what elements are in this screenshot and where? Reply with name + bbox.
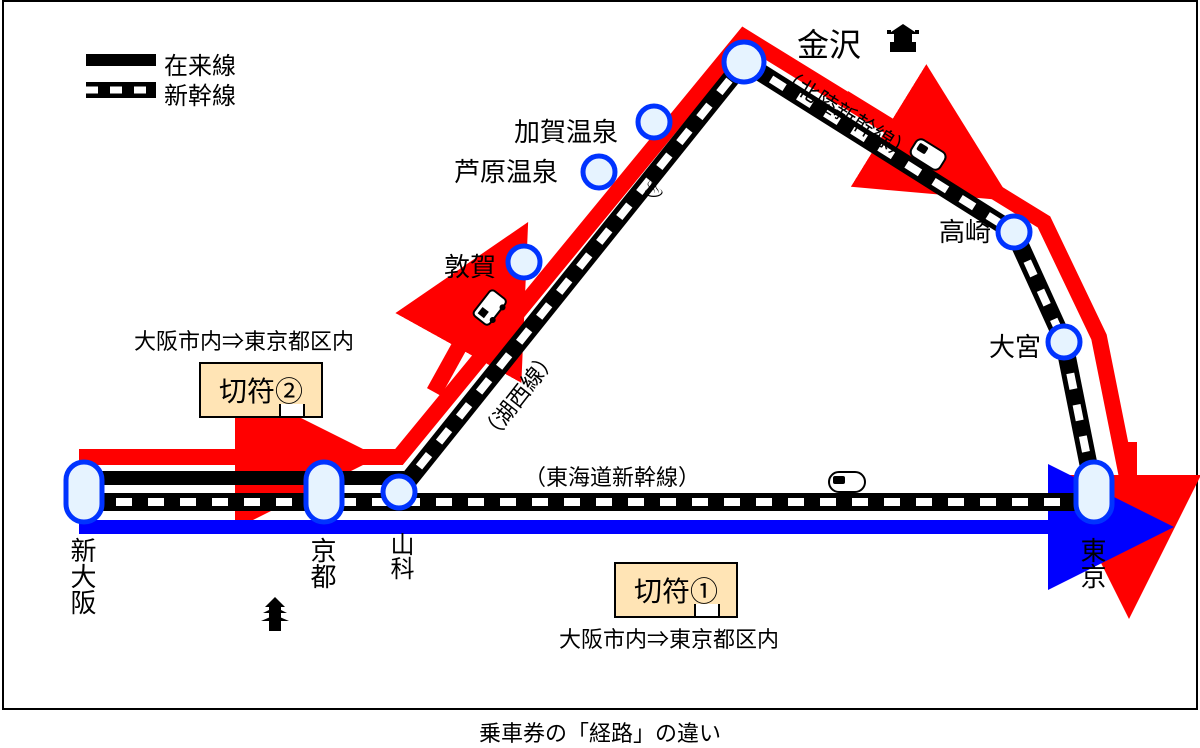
ticket2-desc: 大阪市内⇒東京都区内 xyxy=(134,324,354,356)
legend-shinkansen: 新幹線 xyxy=(164,76,236,111)
label-takasaki: 高崎 xyxy=(939,212,991,249)
line-tokaido-label: （東海道新幹線） xyxy=(524,460,700,492)
onsen-icon: ♨ xyxy=(642,173,665,203)
label-tokyo: 東京 xyxy=(1074,537,1111,589)
ticket2-box: 切符② xyxy=(199,362,323,418)
ticket2-label: 切符② xyxy=(219,376,303,407)
caption: 乗車券の「経路」の違い xyxy=(0,716,1200,748)
castle-icon xyxy=(887,24,919,52)
legend-lines xyxy=(86,60,156,90)
label-kagaonsen: 加賀温泉 xyxy=(514,112,618,149)
line-hokuriku-label: （北陸新幹線） xyxy=(773,63,917,166)
diagram-frame: ♨ （湖西線） （北陸新幹線） 在来線 新幹線 新大阪 京都 山科 敦賀 芦原温… xyxy=(2,0,1198,710)
route-red xyxy=(79,37,1129,499)
label-awaraonsen: 芦原温泉 xyxy=(454,152,558,189)
train-icon-tokaido xyxy=(829,472,865,492)
label-tsuruga: 敦賀 xyxy=(444,247,496,284)
label-omiya: 大宮 xyxy=(989,327,1041,364)
pagoda-icon xyxy=(261,597,289,631)
ticket1-label: 切符① xyxy=(634,576,718,607)
label-yamashina: 山科 xyxy=(382,532,417,580)
label-shinosaka: 新大阪 xyxy=(64,537,101,615)
label-kanazawa: 金沢 xyxy=(797,20,861,66)
label-kyoto: 京都 xyxy=(304,537,341,589)
ticket1-desc: 大阪市内⇒東京都区内 xyxy=(559,622,779,654)
ticket1-box: 切符① xyxy=(614,562,738,618)
